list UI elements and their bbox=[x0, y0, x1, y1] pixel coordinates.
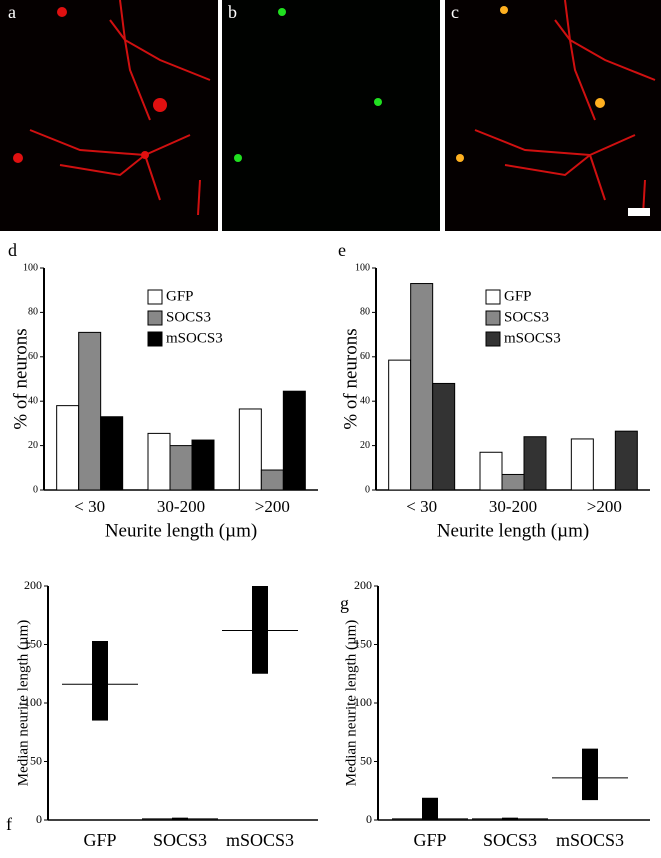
y-tick-label: 50 bbox=[360, 753, 372, 767]
bar bbox=[191, 439, 215, 491]
legend-swatch bbox=[485, 331, 501, 347]
x-tick-label: 30-200 bbox=[157, 497, 205, 516]
panel-label: c bbox=[451, 2, 459, 22]
legend-swatch bbox=[147, 331, 163, 347]
x-tick-label: >200 bbox=[255, 497, 290, 516]
bar bbox=[169, 445, 193, 491]
bar bbox=[388, 359, 412, 491]
bar bbox=[570, 438, 594, 491]
bar bbox=[523, 436, 547, 491]
y-axis-label: Median neurite length (µm) bbox=[15, 620, 31, 787]
somata-a bbox=[13, 7, 167, 163]
bar bbox=[238, 408, 262, 491]
x-tick-label: GFP bbox=[413, 830, 446, 850]
legend-label: GFP bbox=[504, 288, 532, 304]
somata-b bbox=[234, 8, 382, 162]
range-box bbox=[582, 748, 598, 801]
x-tick-label: >200 bbox=[587, 497, 622, 516]
range-box bbox=[92, 640, 108, 721]
panel-label: g bbox=[340, 593, 349, 613]
y-tick-label: 100 bbox=[23, 262, 38, 273]
legend-label: SOCS3 bbox=[166, 309, 211, 325]
bar bbox=[282, 390, 306, 491]
y-tick-label: 80 bbox=[360, 307, 370, 318]
legend-label: mSOCS3 bbox=[166, 330, 223, 346]
panel-label: b bbox=[228, 2, 237, 22]
y-axis-label: % of neurons bbox=[340, 328, 361, 429]
neurites-c bbox=[474, 0, 656, 216]
y-tick-label: 60 bbox=[360, 351, 370, 362]
bar bbox=[100, 416, 124, 491]
bar bbox=[78, 331, 102, 491]
y-tick-label: 0 bbox=[33, 484, 38, 495]
y-tick-label: 0 bbox=[365, 484, 370, 495]
x-axis-label: Neurite length (µm) bbox=[105, 520, 257, 541]
x-tick-label: mSOCS3 bbox=[556, 830, 624, 850]
micrograph-c bbox=[445, 0, 661, 231]
y-tick-label: 40 bbox=[28, 395, 38, 406]
x-tick-label: mSOCS3 bbox=[226, 830, 294, 850]
y-tick-label: 100 bbox=[355, 262, 370, 273]
panel-label: d bbox=[8, 240, 17, 260]
bar bbox=[260, 469, 284, 491]
legend-swatch bbox=[147, 289, 163, 305]
y-tick-label: 0 bbox=[36, 812, 42, 826]
y-axis-label: % of neurons bbox=[10, 328, 31, 429]
y-tick-label: 50 bbox=[30, 753, 42, 767]
x-tick-label: GFP bbox=[83, 830, 116, 850]
range-box bbox=[252, 586, 268, 674]
legend-label: GFP bbox=[166, 288, 194, 304]
y-tick-label: 100 bbox=[354, 695, 372, 709]
y-tick-label: 100 bbox=[24, 695, 42, 709]
bar bbox=[410, 283, 434, 491]
legend-label: SOCS3 bbox=[504, 309, 549, 325]
y-tick-label: 40 bbox=[360, 395, 370, 406]
bar bbox=[614, 430, 638, 491]
bar bbox=[56, 405, 80, 491]
legend-swatch bbox=[485, 289, 501, 305]
y-tick-label: 200 bbox=[24, 578, 42, 592]
range-box bbox=[422, 797, 438, 820]
x-tick-label: SOCS3 bbox=[483, 830, 537, 850]
y-tick-label: 0 bbox=[366, 812, 372, 826]
micrograph-a bbox=[0, 0, 218, 231]
y-axis-label: Median neurite length (µm) bbox=[343, 620, 359, 787]
bar bbox=[501, 473, 525, 491]
panel-label: a bbox=[8, 2, 16, 22]
y-tick-label: 150 bbox=[24, 636, 42, 650]
x-tick-label: 30-200 bbox=[489, 497, 537, 516]
panel-label: f bbox=[6, 814, 12, 834]
bar bbox=[479, 451, 503, 491]
legend-swatch bbox=[485, 310, 501, 326]
panel-label: e bbox=[338, 240, 346, 260]
somata-c bbox=[456, 6, 605, 162]
y-tick-label: 20 bbox=[28, 440, 38, 451]
x-tick-label: < 30 bbox=[406, 497, 437, 516]
neurites-a bbox=[29, 0, 211, 216]
y-tick-label: 80 bbox=[28, 307, 38, 318]
scale-bar bbox=[628, 208, 650, 216]
x-tick-label: < 30 bbox=[74, 497, 105, 516]
bar bbox=[147, 432, 171, 491]
x-axis-label: Neurite length (µm) bbox=[437, 520, 589, 541]
x-tick-label: SOCS3 bbox=[153, 830, 207, 850]
legend-swatch bbox=[147, 310, 163, 326]
legend-label: mSOCS3 bbox=[504, 330, 561, 346]
bar bbox=[432, 382, 456, 491]
y-tick-label: 20 bbox=[360, 440, 370, 451]
y-tick-label: 200 bbox=[354, 578, 372, 592]
micrograph-b bbox=[222, 0, 440, 231]
y-tick-label: 150 bbox=[354, 636, 372, 650]
y-tick-label: 60 bbox=[28, 351, 38, 362]
